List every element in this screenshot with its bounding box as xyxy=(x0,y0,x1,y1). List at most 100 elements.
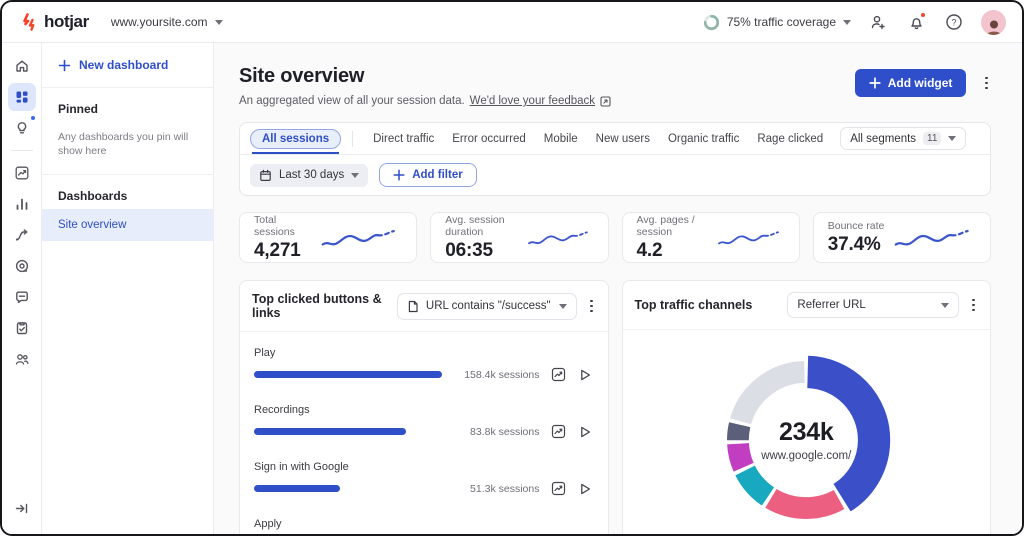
segment-tab[interactable]: Mobile xyxy=(535,129,587,149)
donut-svg xyxy=(722,355,891,525)
nav-home[interactable] xyxy=(8,52,36,80)
bar-track xyxy=(254,428,442,435)
add-widget-label: Add widget xyxy=(887,76,953,90)
filters-row: Last 30 days Add filter xyxy=(240,155,990,195)
nav-ideas[interactable] xyxy=(8,114,36,142)
feedback-link[interactable]: We'd love your feedback xyxy=(469,95,596,107)
nav-interviews[interactable] xyxy=(8,345,36,373)
stat-card[interactable]: Avg. session duration 06:35 xyxy=(430,212,609,263)
dashboards-section-title: Dashboards xyxy=(58,189,128,204)
nav-funnels[interactable] xyxy=(8,190,36,218)
segment-tabs: All sessions Direct traffic Error occurred… xyxy=(250,128,832,154)
chevron-down-icon xyxy=(941,302,950,308)
collapse-sidebar-button[interactable] xyxy=(8,494,36,522)
segment-tab[interactable]: Organic traffic xyxy=(659,129,748,149)
traffic-channels-menu-button[interactable] xyxy=(969,296,978,315)
bar-label: Apply xyxy=(254,518,282,530)
segment-tab[interactable]: Error occurred xyxy=(443,129,535,149)
stat-label: Avg. pages / session xyxy=(636,213,695,238)
play-icon xyxy=(581,426,591,437)
svg-text:?: ? xyxy=(951,17,956,27)
user-plus-icon xyxy=(871,15,885,29)
question-icon: ? xyxy=(946,14,962,30)
clicked-bar-row: Recordings 83.8k sessions xyxy=(254,393,594,450)
date-range-dropdown[interactable]: Last 30 days xyxy=(250,163,369,187)
nav-journeys[interactable] xyxy=(8,221,36,249)
referrer-select-value: Referrer URL xyxy=(797,299,866,311)
brand-name: hotjar xyxy=(44,12,89,31)
donut-segment-www.hotjar.com/[interactable] xyxy=(727,361,886,519)
pinned-empty-text: Any dashboards you pin will show here xyxy=(58,131,189,158)
segment-tab[interactable]: New users xyxy=(587,129,659,149)
stat-card[interactable]: Total sessions 4,271 xyxy=(239,212,418,263)
hotjar-logo[interactable]: hotjar xyxy=(20,12,89,32)
url-filter-select[interactable]: URL contains "/success" xyxy=(396,292,577,320)
sidebar-item-site-overview[interactable]: Site overview xyxy=(42,209,213,242)
stat-value: 4.2 xyxy=(636,239,663,261)
play-recordings-button[interactable] xyxy=(577,366,594,383)
sparkline xyxy=(717,230,779,244)
date-range-label: Last 30 days xyxy=(279,169,345,181)
bar-sessions-count: 51.3k sessions xyxy=(470,482,540,495)
avatar-person-icon xyxy=(986,20,1001,35)
nav-surveys[interactable] xyxy=(8,314,36,342)
page-title: Site overview xyxy=(239,65,365,87)
traffic-channels-title: Top traffic channels xyxy=(634,298,753,312)
nav-recordings[interactable] xyxy=(8,252,36,280)
new-dashboard-button[interactable]: New dashboard xyxy=(42,43,213,87)
nav-trends[interactable] xyxy=(8,159,36,187)
top-clicked-panel: Top clicked buttons & links URL contains… xyxy=(239,280,609,534)
segment-tab-active[interactable]: All sessions xyxy=(250,128,342,154)
hotjar-flame-icon xyxy=(23,13,35,31)
bar-label: Recordings xyxy=(254,404,310,416)
clicked-bars-list: Play 158.4k sessions Recordings xyxy=(240,332,608,534)
stat-value: 4,271 xyxy=(254,239,301,261)
bar-fill xyxy=(254,485,341,492)
divider xyxy=(42,174,213,176)
plus-icon xyxy=(869,77,881,89)
invite-user-button[interactable] xyxy=(867,11,889,33)
segment-tab[interactable]: Direct traffic xyxy=(364,129,443,149)
chevron-down-icon xyxy=(351,172,360,178)
notifications-button[interactable] xyxy=(905,11,927,33)
bar-sessions-count: 83.8k sessions xyxy=(470,425,540,438)
play-recordings-button[interactable] xyxy=(577,423,594,440)
sidebar: New dashboard Pinned Any dashboards you … xyxy=(42,43,214,534)
bar-fill xyxy=(254,371,442,378)
plus-icon xyxy=(58,59,71,71)
stat-card[interactable]: Bounce rate 37.4% xyxy=(812,212,991,263)
view-trend-button[interactable] xyxy=(550,480,567,497)
all-segments-dropdown[interactable]: All segments 11 xyxy=(840,127,967,150)
nav-rail xyxy=(2,43,42,534)
top-clicked-menu-button[interactable] xyxy=(587,297,596,316)
view-trend-button[interactable] xyxy=(550,423,567,440)
nav-feedback[interactable] xyxy=(8,283,36,311)
stat-card[interactable]: Avg. pages / session 4.2 xyxy=(621,212,800,263)
dashboard-menu-button[interactable] xyxy=(982,74,991,93)
add-filter-button[interactable]: Add filter xyxy=(379,163,477,187)
chevron-down-icon xyxy=(558,303,567,309)
avatar[interactable] xyxy=(981,9,1006,35)
ideas-badge xyxy=(29,115,36,121)
nav-dashboards[interactable] xyxy=(7,83,36,111)
play-icon xyxy=(581,369,591,380)
filter-bar: All sessions Direct traffic Error occurred… xyxy=(239,122,991,196)
new-dashboard-label: New dashboard xyxy=(79,58,169,72)
trend-icon xyxy=(551,424,565,439)
referrer-select[interactable]: Referrer URL xyxy=(787,292,960,318)
view-trend-button[interactable] xyxy=(550,366,567,383)
traffic-coverage-dropdown[interactable]: 75% traffic coverage xyxy=(703,14,851,31)
traffic-channels-panel: Top traffic channels Referrer URL xyxy=(621,280,991,534)
help-button[interactable]: ? xyxy=(943,11,965,33)
all-segments-label: All segments xyxy=(850,132,917,145)
segments-count-badge: 11 xyxy=(923,132,942,145)
top-clicked-title: Top clicked buttons & links xyxy=(252,292,382,320)
bar-track xyxy=(254,485,442,492)
add-widget-button[interactable]: Add widget xyxy=(854,69,967,97)
play-recordings-button[interactable] xyxy=(577,480,594,497)
add-filter-label: Add filter xyxy=(412,169,463,181)
segment-tab[interactable]: Rage clicked xyxy=(748,129,832,149)
donut-segment-www.google.com/[interactable] xyxy=(722,355,891,525)
site-selector[interactable]: www.yoursite.com xyxy=(111,15,223,29)
